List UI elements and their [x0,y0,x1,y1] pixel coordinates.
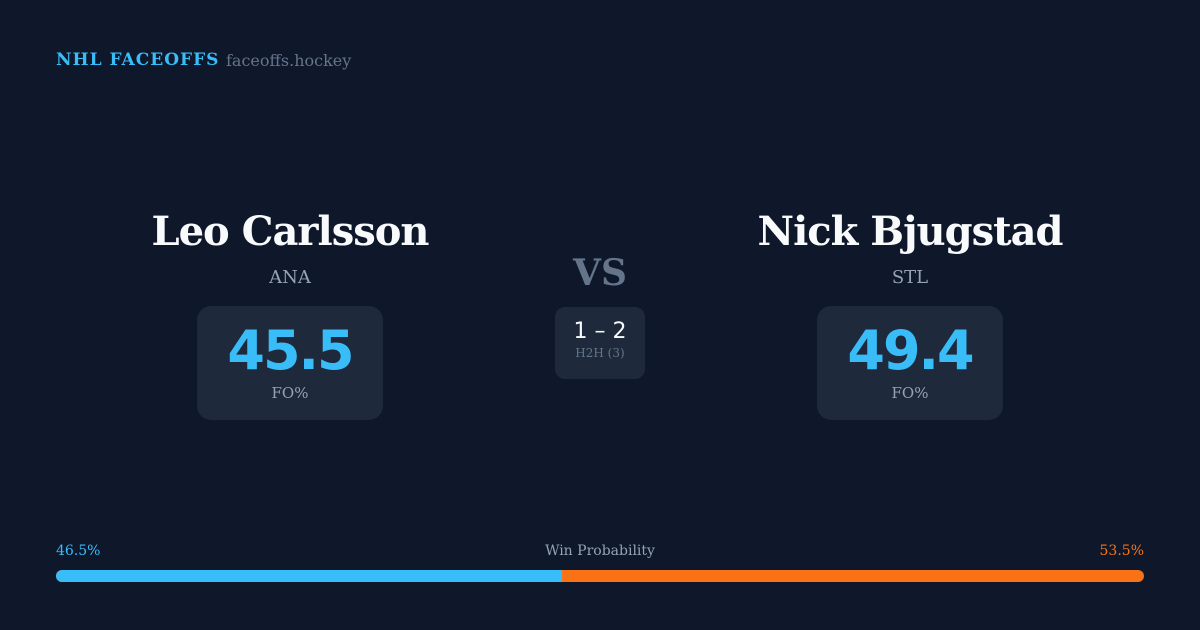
site-url: faceoffs.hockey [226,51,352,70]
right-win-probability: 53.5% [1099,543,1144,559]
fo-card: 45.5 FO% [197,306,383,420]
h2h-score: 1 – 2 [573,319,627,344]
brand-title: NHL FACEOFFS [56,50,220,70]
win-probability-bar [56,570,1144,582]
fo-card: 49.4 FO% [817,306,1003,420]
player-name: Leo Carlsson [151,208,429,255]
win-probability-label: Win Probability [545,543,655,559]
fo-percentage: 45.5 [227,319,354,382]
right-player: Nick Bjugstad STL 49.4 FO% [710,208,1110,420]
fo-label: FO% [271,384,309,402]
left-player: Leo Carlsson ANA 45.5 FO% [90,208,490,420]
fo-percentage: 49.4 [847,319,974,382]
player-name: Nick Bjugstad [757,208,1064,255]
h2h-card: 1 – 2 H2H (3) [555,307,645,379]
h2h-label: H2H (3) [575,346,625,360]
vs-label: VS [573,252,627,294]
left-win-probability: 46.5% [56,543,101,559]
team-abbr: ANA [269,267,311,288]
fo-label: FO% [891,384,929,402]
team-abbr: STL [891,267,929,288]
left-probability-fill [56,570,562,582]
